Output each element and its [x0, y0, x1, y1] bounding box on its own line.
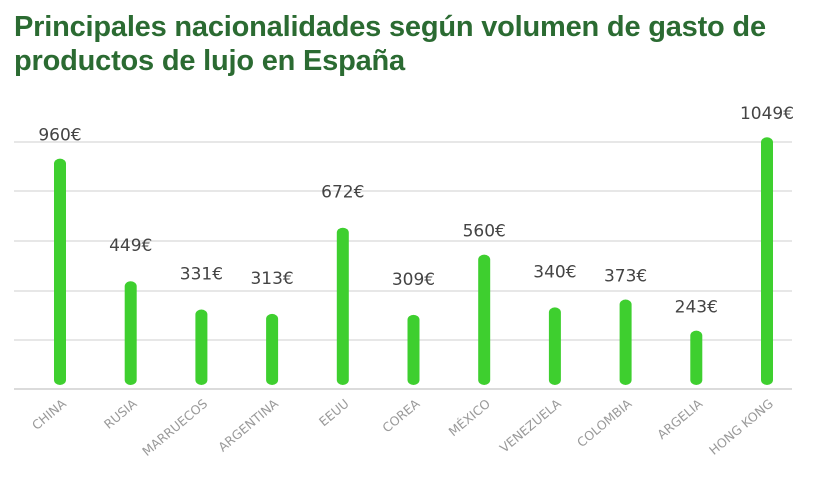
bar-marruecos — [195, 309, 208, 385]
value-label: 243€ — [675, 298, 718, 318]
bar-colombia — [619, 299, 632, 385]
category-label: ARGENTINA — [215, 396, 281, 455]
value-label: 960€ — [38, 126, 81, 146]
value-label: 1049€ — [740, 104, 794, 124]
category-label: COREA — [379, 396, 422, 436]
value-labels: 960€ 449€ 331€ 313€ 672€ 309€ 560€ 340€ 373€ 243€… — [38, 104, 794, 317]
value-label: 340€ — [533, 262, 576, 282]
category-label: RUSIA — [101, 396, 140, 432]
gridlines — [14, 141, 792, 390]
category-label: EEUU — [316, 396, 352, 429]
value-label: 449€ — [109, 236, 152, 256]
category-labels: CHINA RUSIA MARRUECOS ARGENTINA EEUU COREA MÉX… — [29, 396, 776, 459]
bar-china — [54, 158, 66, 385]
bar-argelia — [690, 330, 703, 385]
value-label: 373€ — [604, 266, 647, 286]
value-label: 309€ — [392, 270, 435, 290]
value-label: 560€ — [463, 222, 506, 242]
bars — [54, 137, 773, 385]
bar-eeuu — [336, 227, 349, 385]
bar-hong-kong — [761, 137, 773, 385]
bar-argentina — [266, 313, 279, 385]
bar-méxico — [478, 254, 491, 385]
category-label: MÉXICO — [446, 396, 494, 439]
value-label: 331€ — [180, 265, 223, 285]
value-label: 313€ — [250, 269, 293, 289]
category-label: VENEZUELA — [497, 396, 565, 456]
bar-rusia — [124, 281, 137, 385]
value-label: 672€ — [321, 183, 364, 203]
category-label: HONG KONG — [706, 396, 776, 458]
category-label: CHINA — [29, 396, 69, 433]
bar-corea — [407, 314, 420, 385]
category-label: MARRUECOS — [139, 396, 210, 459]
category-label: COLOMBIA — [574, 396, 635, 451]
category-label: ARGELIA — [654, 396, 705, 443]
bar-venezuela — [548, 307, 561, 385]
chart-title: Principales nacionalidades según volumen… — [14, 11, 766, 77]
